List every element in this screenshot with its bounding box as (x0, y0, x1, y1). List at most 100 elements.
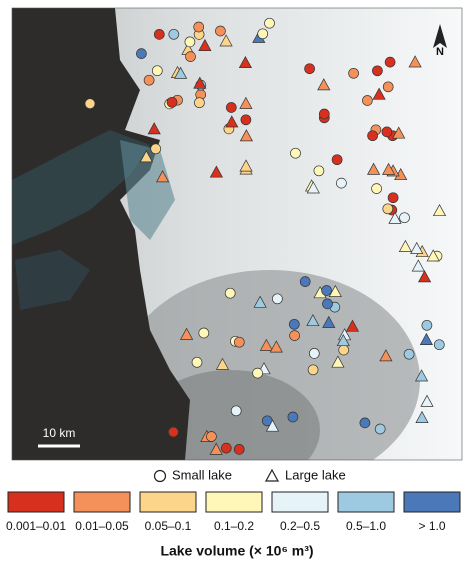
small-lake-marker (374, 423, 386, 435)
small-lake-marker (313, 165, 325, 177)
small-lake-marker (184, 36, 196, 48)
small-lake-marker (338, 344, 350, 356)
large-lake-marker (265, 419, 280, 432)
small-lake-marker (151, 65, 163, 77)
legend-swatch (139, 491, 197, 513)
small-lake-marker (304, 63, 315, 75)
large-lake-marker (193, 76, 207, 89)
small-lake-marker (198, 327, 210, 339)
small-lake-marker (289, 330, 300, 341)
small-lake-label: Small lake (172, 467, 232, 482)
small-lake-marker (382, 81, 394, 93)
small-lake-marker (318, 108, 330, 120)
large-lake-marker (306, 313, 320, 327)
large-lake-marker (420, 394, 434, 407)
legend-label: 0.05–0.1 (145, 519, 192, 533)
small-lake-marker (308, 348, 320, 359)
legend-swatch (271, 491, 329, 513)
large-lake-marker (209, 165, 223, 178)
small-lake-marker (372, 65, 383, 77)
small-lake-marker (288, 318, 300, 330)
large-lake-marker (174, 66, 188, 79)
small-lake-marker (399, 212, 410, 224)
legend-label: 0.1–0.2 (214, 519, 254, 533)
legend-swatch (403, 491, 461, 513)
legend-swatch (73, 491, 131, 513)
large-lake-marker (209, 442, 223, 455)
small-lake-marker (299, 276, 311, 287)
small-lake-marker (194, 97, 205, 109)
large-lake-marker (239, 159, 253, 172)
small-lake-marker (220, 442, 232, 454)
small-lake-marker (240, 114, 252, 126)
small-lake-marker (381, 126, 393, 138)
large-lake-marker (336, 333, 350, 347)
lake-markers (84, 17, 447, 455)
small-lake-marker (168, 426, 179, 438)
legend-label: 0.01–0.05 (75, 519, 129, 533)
small-lake-marker (307, 364, 319, 376)
large-lake-marker (432, 203, 447, 217)
large-lake-marker (219, 34, 233, 47)
legend-title: Lake volume (× 10⁶ m³) (160, 543, 313, 559)
large-lake-marker (180, 327, 194, 340)
small-lake-marker (433, 339, 445, 351)
legend-label: 0.2–0.5 (280, 519, 320, 533)
small-lake-marker (153, 29, 165, 40)
scale-label: 10 km (43, 426, 76, 440)
marker-legend: Small lake Large lake (153, 467, 346, 482)
large-lake-marker (239, 129, 253, 142)
color-legend: 0.001–0.01 0.01–0.05 0.05–0.1 0.1–0.2 0.2–0.… (6, 491, 461, 533)
legend-swatch (337, 491, 395, 513)
small-lake-marker (233, 444, 245, 455)
large-lake-marker (139, 150, 153, 163)
large-lake-marker (317, 78, 331, 91)
small-lake-marker (230, 405, 242, 417)
large-lake-marker (392, 126, 406, 139)
large-lake-marker (415, 369, 429, 382)
large-lake-marker (215, 357, 230, 370)
map-frame (11, 7, 463, 461)
large-lake-marker (322, 315, 336, 328)
small-lake-marker (166, 96, 178, 108)
large-lake-marker (306, 181, 320, 194)
large-lake-marker (415, 410, 429, 423)
legend-swatch (205, 491, 263, 513)
scale-bar: 10 km (38, 426, 80, 448)
small-lake-marker (215, 25, 226, 37)
large-lake-marker (367, 162, 381, 175)
legend-label: > 1.0 (418, 519, 445, 533)
large-lake-marker (345, 319, 360, 332)
small-lake-marker (322, 298, 333, 310)
small-lake-marker (382, 203, 394, 215)
small-lake-marker (224, 287, 236, 299)
small-lake-marker (252, 367, 263, 379)
small-lake-marker (264, 17, 275, 29)
large-lake-marker (410, 241, 424, 254)
legend-label: 0.5–1.0 (346, 519, 386, 533)
small-lake-marker (143, 74, 155, 86)
large-lake-marker (372, 87, 386, 100)
large-lake-marker (382, 162, 396, 175)
small-lake-marker (321, 285, 332, 296)
large-lake-marker (398, 239, 412, 252)
small-lake-marker (193, 21, 205, 33)
large-lake-marker (379, 349, 393, 362)
legend-label: 0.001–0.01 (6, 519, 66, 533)
large-lake-marker (388, 211, 402, 224)
large-lake-marker (259, 338, 273, 351)
small-lake-marker (257, 28, 269, 40)
small-lake-marker (272, 293, 283, 305)
large-lake-marker (198, 38, 212, 51)
small-lake-marker (362, 95, 373, 106)
small-lake-marker (233, 336, 245, 348)
large-lake-marker (408, 55, 422, 68)
large-lake-marker (331, 355, 345, 368)
large-lake-label: Large lake (285, 467, 346, 482)
small-lake-marker (191, 356, 203, 368)
large-lake-marker (156, 170, 170, 183)
large-lake-marker (239, 96, 253, 109)
small-lake-marker (84, 98, 96, 110)
large-lake-marker (238, 55, 252, 69)
